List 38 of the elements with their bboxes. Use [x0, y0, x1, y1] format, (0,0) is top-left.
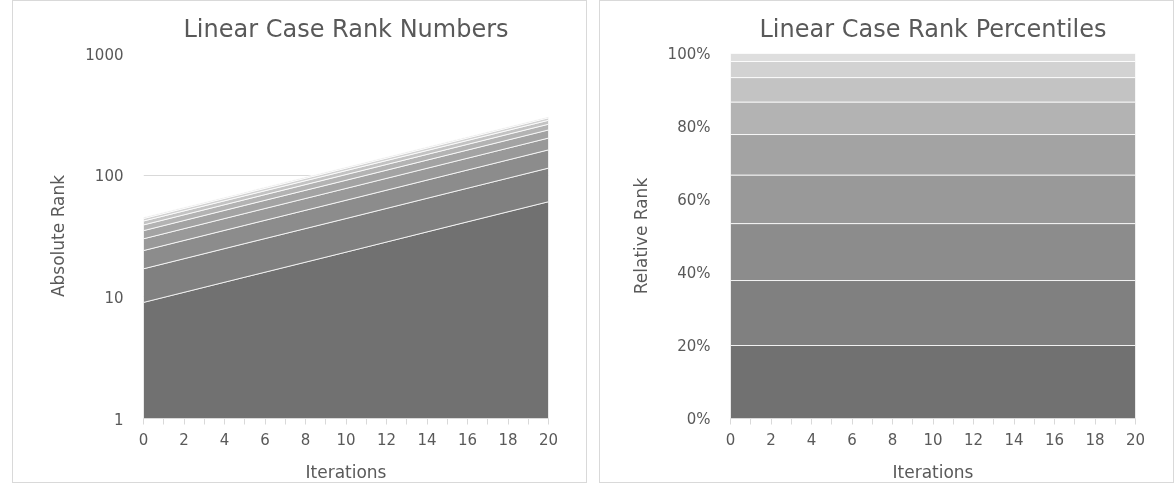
x-tick-label: 2	[766, 430, 776, 449]
chart-title: Linear Case Rank Numbers	[183, 14, 509, 43]
y-tick-label: 80%	[677, 117, 711, 136]
y-tick-label: 0%	[686, 409, 711, 428]
y-tick-label: 1000	[85, 45, 124, 64]
x-tick-label: 20	[1125, 430, 1146, 449]
y-tick-label: 100%	[667, 44, 711, 63]
x-tick-label: 10	[923, 430, 943, 449]
x-tick-label: 12	[963, 430, 984, 449]
y-tick-label: 60%	[677, 190, 711, 209]
y-axis-title: Relative Rank	[630, 177, 651, 295]
x-tick-label: 4	[219, 430, 230, 449]
y-tick-label: 10	[104, 288, 124, 307]
x-tick-label: 2	[179, 430, 189, 449]
y-axis-title: Absolute Rank	[48, 174, 69, 298]
x-axis-title: Iterations	[305, 461, 387, 482]
x-tick-label: 14	[417, 430, 437, 449]
x-tick-label: 16	[457, 430, 478, 449]
x-tick-label: 8	[300, 430, 311, 449]
x-tick-label: 8	[887, 430, 898, 449]
y-tick-label: 100	[94, 167, 124, 186]
chart-title: Linear Case Rank Percentiles	[759, 14, 1107, 43]
y-tick-label: 20%	[677, 336, 711, 355]
x-tick-label: 16	[1044, 430, 1065, 449]
x-tick-label: 14	[1004, 430, 1024, 449]
x-tick-label: 6	[847, 430, 857, 449]
x-tick-label: 0	[138, 430, 149, 449]
y-tick-label: 40%	[677, 263, 711, 282]
x-tick-label: 6	[260, 430, 270, 449]
x-tick-label: 4	[806, 430, 817, 449]
x-tick-label: 18	[498, 430, 518, 449]
x-axis-title: Iterations	[892, 461, 974, 482]
x-tick-label: 0	[725, 430, 736, 449]
x-tick-label: 10	[336, 430, 356, 449]
x-tick-label: 18	[1085, 430, 1105, 449]
x-tick-label: 20	[538, 430, 559, 449]
x-tick-label: 12	[376, 430, 397, 449]
y-tick-label: 1	[113, 410, 124, 429]
